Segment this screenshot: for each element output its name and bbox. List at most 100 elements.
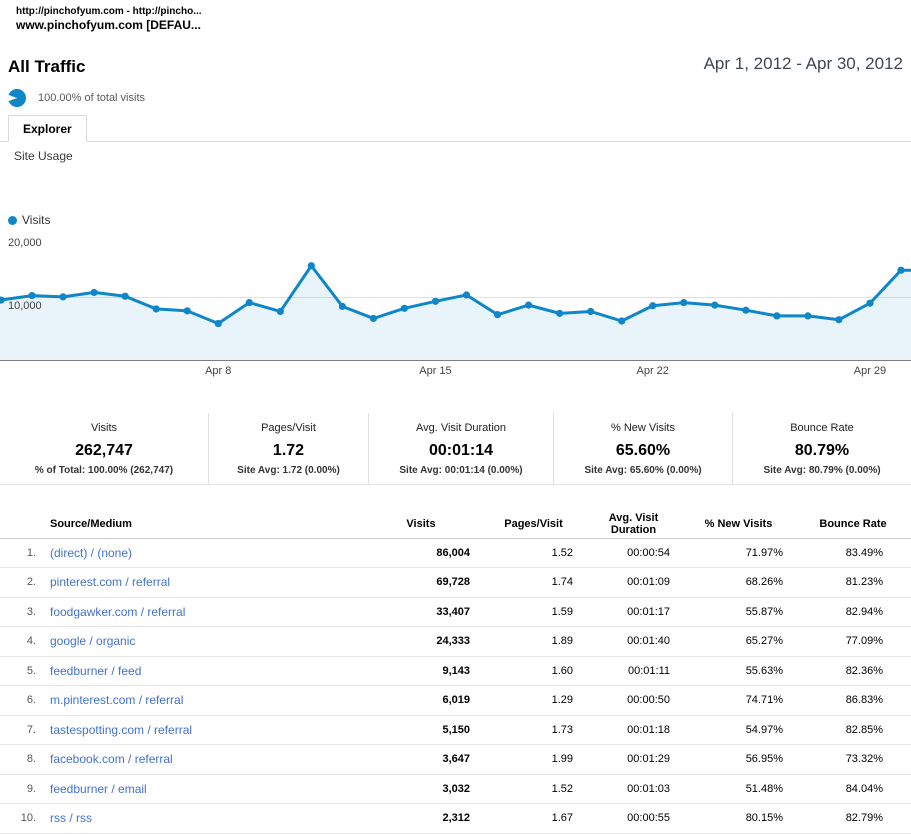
source-cell: feedburner / feed bbox=[45, 656, 360, 686]
new-visits-cell: 56.95% bbox=[682, 744, 795, 775]
new-visits-cell: 54.97% bbox=[682, 715, 795, 745]
new-visits-cell: 71.97% bbox=[682, 538, 795, 568]
bounce-rate-cell: 77.09% bbox=[795, 626, 911, 657]
row-rank: 1. bbox=[0, 538, 45, 568]
page-title: All Traffic bbox=[8, 57, 86, 76]
table-row: 8. facebook.com / referral 3,647 1.99 00:01:… bbox=[0, 744, 911, 775]
source-link[interactable]: (direct) / (none) bbox=[50, 545, 133, 560]
column-header-bounce-rate[interactable]: Bounce Rate bbox=[795, 510, 911, 539]
y-axis-label-10000: 10,000 bbox=[8, 300, 42, 312]
metric-label: Pages/Visit bbox=[261, 422, 316, 434]
source-cell: pinterest.com / referral bbox=[45, 567, 360, 598]
metric-pages-visit: Pages/Visit 1.72 Site Avg: 1.72 (0.00%) bbox=[208, 413, 368, 484]
metric-visits: Visits 262,747 % of Total: 100.00% (262,… bbox=[0, 413, 208, 484]
metric-value: 65.60% bbox=[615, 442, 671, 459]
share-of-visits-row: 100.00% of total visits bbox=[8, 89, 145, 107]
new-visits-cell: 74.71% bbox=[682, 685, 795, 716]
visits-cell: 3,032 bbox=[360, 774, 482, 804]
row-rank: 7. bbox=[0, 715, 45, 745]
column-header-source-medium[interactable]: Source/Medium bbox=[45, 510, 360, 539]
x-axis-label: Apr 22 bbox=[636, 365, 669, 377]
summary-metrics: Visits 262,747 % of Total: 100.00% (262,… bbox=[0, 413, 911, 485]
source-cell: google / organic bbox=[45, 626, 360, 657]
window-title: http://pinchofyum.com - http://pincho... bbox=[16, 6, 202, 17]
tab-explorer[interactable]: Explorer bbox=[8, 115, 87, 142]
table-row: 2. pinterest.com / referral 69,728 1.74 00:0… bbox=[0, 567, 911, 598]
source-link[interactable]: tastespotting.com / referral bbox=[50, 722, 193, 737]
bounce-rate-cell: 81.23% bbox=[795, 567, 911, 598]
source-link[interactable]: feedburner / email bbox=[50, 781, 147, 796]
visits-line-chart bbox=[0, 262, 911, 361]
source-cell: m.pinterest.com / referral bbox=[45, 685, 360, 716]
source-cell: (direct) / (none) bbox=[45, 538, 360, 568]
pages-visit-cell: 1.74 bbox=[482, 567, 585, 598]
avg-duration-cell: 00:00:55 bbox=[585, 803, 682, 834]
metric-subtext: Site Avg: 1.72 (0.00%) bbox=[237, 465, 340, 476]
subtab-site-usage[interactable]: Site Usage bbox=[14, 149, 73, 163]
series-label: Visits bbox=[22, 213, 51, 227]
table-row: 4. google / organic 24,333 1.89 00:01:40 65.2… bbox=[0, 626, 911, 657]
pages-visit-cell: 1.99 bbox=[482, 744, 585, 775]
metric-avg-visit-duration: Avg. Visit Duration 00:01:14 Site Avg: 0… bbox=[368, 413, 553, 484]
source-link[interactable]: google / organic bbox=[50, 634, 136, 649]
series-dot-icon bbox=[8, 215, 17, 225]
avg-duration-cell: 00:00:54 bbox=[585, 538, 682, 568]
new-visits-cell: 55.87% bbox=[682, 597, 795, 627]
column-header-avg-duration[interactable]: Avg. Visit Duration bbox=[585, 510, 682, 539]
metric-value: 262,747 bbox=[75, 442, 133, 459]
pages-visit-cell: 1.52 bbox=[482, 538, 585, 568]
bounce-rate-cell: 82.94% bbox=[795, 597, 911, 627]
pages-visit-cell: 1.59 bbox=[482, 597, 585, 627]
source-link[interactable]: pinterest.com / referral bbox=[50, 575, 171, 590]
new-visits-cell: 65.27% bbox=[682, 626, 795, 657]
table-row: 3. foodgawker.com / referral 33,407 1.59 00:… bbox=[0, 597, 911, 627]
visits-cell: 9,143 bbox=[360, 656, 482, 686]
row-rank: 4. bbox=[0, 626, 45, 657]
row-rank: 9. bbox=[0, 774, 45, 804]
source-link[interactable]: feedburner / feed bbox=[50, 663, 142, 678]
column-header-new-visits[interactable]: % New Visits bbox=[682, 510, 795, 539]
new-visits-cell: 68.26% bbox=[682, 567, 795, 598]
visits-cell: 24,333 bbox=[360, 626, 482, 657]
metric-subtext: Site Avg: 65.60% (0.00%) bbox=[584, 465, 702, 476]
bounce-rate-cell: 73.32% bbox=[795, 744, 911, 775]
source-link[interactable]: m.pinterest.com / referral bbox=[50, 693, 184, 708]
table-row: 5. feedburner / feed 9,143 1.60 00:01:11 55.6… bbox=[0, 656, 911, 686]
source-link[interactable]: facebook.com / referral bbox=[50, 752, 173, 767]
bounce-rate-cell: 82.85% bbox=[795, 715, 911, 745]
bounce-rate-cell: 86.83% bbox=[795, 685, 911, 716]
row-rank: 6. bbox=[0, 685, 45, 716]
metric-label: % New Visits bbox=[611, 422, 675, 434]
metric-value: 00:01:14 bbox=[428, 442, 494, 459]
metric-label: Bounce Rate bbox=[790, 422, 854, 434]
bounce-rate-cell: 84.04% bbox=[795, 774, 911, 804]
source-link[interactable]: rss / rss bbox=[50, 811, 92, 826]
source-link[interactable]: foodgawker.com / referral bbox=[50, 604, 186, 619]
avg-duration-cell: 00:01:11 bbox=[585, 656, 682, 686]
visits-cell: 69,728 bbox=[360, 567, 482, 598]
row-rank: 8. bbox=[0, 744, 45, 775]
column-header-visits[interactable]: Visits bbox=[360, 510, 482, 539]
pages-visit-cell: 1.89 bbox=[482, 626, 585, 657]
sources-table-body: 1. (direct) / (none) 86,004 1.52 00:00:54 71.… bbox=[0, 538, 911, 834]
visits-cell: 5,150 bbox=[360, 715, 482, 745]
chart-legend: Visits bbox=[8, 213, 50, 227]
sources-table: Source/Medium Visits Pages/Visit Avg. Vi… bbox=[0, 510, 911, 834]
source-cell: foodgawker.com / referral bbox=[45, 597, 360, 627]
table-header-row: Source/Medium Visits Pages/Visit Avg. Vi… bbox=[0, 510, 911, 539]
new-visits-cell: 51.48% bbox=[682, 774, 795, 804]
row-rank: 3. bbox=[0, 597, 45, 627]
pages-visit-cell: 1.60 bbox=[482, 656, 585, 686]
rank-column-header bbox=[0, 510, 45, 539]
avg-duration-cell: 00:01:03 bbox=[585, 774, 682, 804]
source-cell: tastespotting.com / referral bbox=[45, 715, 360, 745]
source-cell: facebook.com / referral bbox=[45, 744, 360, 775]
metric-subtext: Site Avg: 00:01:14 (0.00%) bbox=[399, 465, 523, 476]
y-axis-label-20000: 20,000 bbox=[8, 237, 42, 249]
table-row: 9. feedburner / email 3,032 1.52 00:01:03 51.… bbox=[0, 774, 911, 804]
date-range-selector[interactable]: Apr 1, 2012 - Apr 30, 2012 bbox=[703, 54, 903, 73]
share-of-visits-label: 100.00% of total visits bbox=[38, 92, 146, 104]
column-header-pages-visit[interactable]: Pages/Visit bbox=[482, 510, 585, 539]
visits-cell: 86,004 bbox=[360, 538, 482, 568]
bounce-rate-cell: 83.49% bbox=[795, 538, 911, 568]
